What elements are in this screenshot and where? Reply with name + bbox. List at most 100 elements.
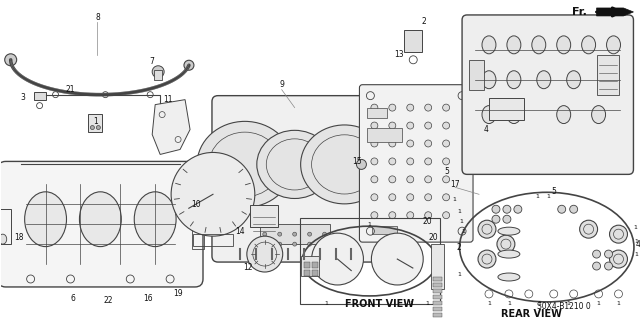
Ellipse shape <box>498 273 520 281</box>
FancyArrowPatch shape <box>596 8 621 16</box>
Text: 1: 1 <box>457 271 461 276</box>
Bar <box>192 199 204 219</box>
Ellipse shape <box>507 71 521 89</box>
Text: 1: 1 <box>535 194 539 199</box>
Circle shape <box>443 158 450 165</box>
Text: 5: 5 <box>551 187 556 196</box>
Circle shape <box>425 158 431 165</box>
Bar <box>154 70 162 80</box>
Text: 1: 1 <box>567 301 571 307</box>
Text: 20: 20 <box>422 217 432 226</box>
Bar <box>193 234 233 246</box>
Bar <box>300 218 440 304</box>
FancyBboxPatch shape <box>0 161 203 287</box>
Text: 1: 1 <box>547 194 550 199</box>
Circle shape <box>371 233 423 285</box>
Text: 22: 22 <box>104 296 113 305</box>
Text: 1: 1 <box>452 197 456 202</box>
Circle shape <box>90 125 94 130</box>
Circle shape <box>478 250 496 268</box>
Circle shape <box>407 176 413 183</box>
Circle shape <box>371 104 378 111</box>
Circle shape <box>371 212 378 219</box>
Circle shape <box>407 212 413 219</box>
Bar <box>88 114 102 132</box>
Text: 1: 1 <box>410 301 413 307</box>
Circle shape <box>389 176 396 183</box>
Circle shape <box>407 104 413 111</box>
Ellipse shape <box>301 125 388 204</box>
Polygon shape <box>152 100 190 155</box>
Circle shape <box>184 60 194 70</box>
Text: 2: 2 <box>457 243 461 252</box>
Bar <box>260 224 330 244</box>
Circle shape <box>503 205 511 213</box>
Bar <box>433 313 442 317</box>
Circle shape <box>497 235 515 253</box>
Ellipse shape <box>532 36 546 54</box>
Ellipse shape <box>582 36 596 54</box>
Bar <box>373 169 381 194</box>
Bar <box>433 277 442 281</box>
Bar <box>433 289 442 293</box>
Circle shape <box>593 262 600 270</box>
Ellipse shape <box>79 192 122 247</box>
Text: 7: 7 <box>150 57 155 66</box>
Bar <box>312 262 317 268</box>
Circle shape <box>263 242 267 246</box>
Circle shape <box>389 158 396 165</box>
Text: 1: 1 <box>616 301 620 307</box>
Bar <box>433 307 442 311</box>
Circle shape <box>389 194 396 201</box>
Text: 1: 1 <box>461 229 465 234</box>
Circle shape <box>389 122 396 129</box>
Bar <box>0 209 11 244</box>
Text: 18: 18 <box>14 233 24 242</box>
Text: 13: 13 <box>394 50 404 59</box>
Ellipse shape <box>482 71 496 89</box>
Circle shape <box>308 232 312 236</box>
Polygon shape <box>596 8 634 16</box>
Text: 1: 1 <box>457 209 461 214</box>
Circle shape <box>503 215 511 223</box>
Circle shape <box>371 122 378 129</box>
Bar <box>367 128 403 142</box>
Ellipse shape <box>557 36 571 54</box>
Bar <box>301 256 319 276</box>
Ellipse shape <box>0 234 6 244</box>
Text: 10: 10 <box>191 200 201 209</box>
Bar <box>303 262 310 268</box>
Bar <box>596 55 618 95</box>
Circle shape <box>247 236 283 272</box>
Ellipse shape <box>482 106 496 124</box>
Circle shape <box>4 54 17 66</box>
Circle shape <box>478 220 496 238</box>
Circle shape <box>425 122 431 129</box>
Circle shape <box>407 158 413 165</box>
Circle shape <box>443 122 450 129</box>
Circle shape <box>389 104 396 111</box>
Circle shape <box>443 104 450 111</box>
Bar <box>34 92 45 100</box>
Circle shape <box>171 152 255 236</box>
Ellipse shape <box>507 36 521 54</box>
Circle shape <box>425 176 431 183</box>
Circle shape <box>593 250 600 258</box>
Circle shape <box>97 125 100 130</box>
Text: 14: 14 <box>235 227 244 236</box>
Text: 17: 17 <box>451 180 460 189</box>
FancyBboxPatch shape <box>462 15 634 174</box>
Circle shape <box>609 225 627 243</box>
Circle shape <box>292 232 297 236</box>
FancyBboxPatch shape <box>212 96 378 262</box>
Text: 5: 5 <box>445 167 449 176</box>
Bar <box>404 30 422 52</box>
Ellipse shape <box>566 71 580 89</box>
Bar <box>433 283 442 287</box>
Bar <box>489 98 524 120</box>
Ellipse shape <box>498 250 520 258</box>
Ellipse shape <box>25 192 67 247</box>
Text: 1: 1 <box>459 219 463 224</box>
Circle shape <box>407 140 413 147</box>
Ellipse shape <box>557 106 571 124</box>
